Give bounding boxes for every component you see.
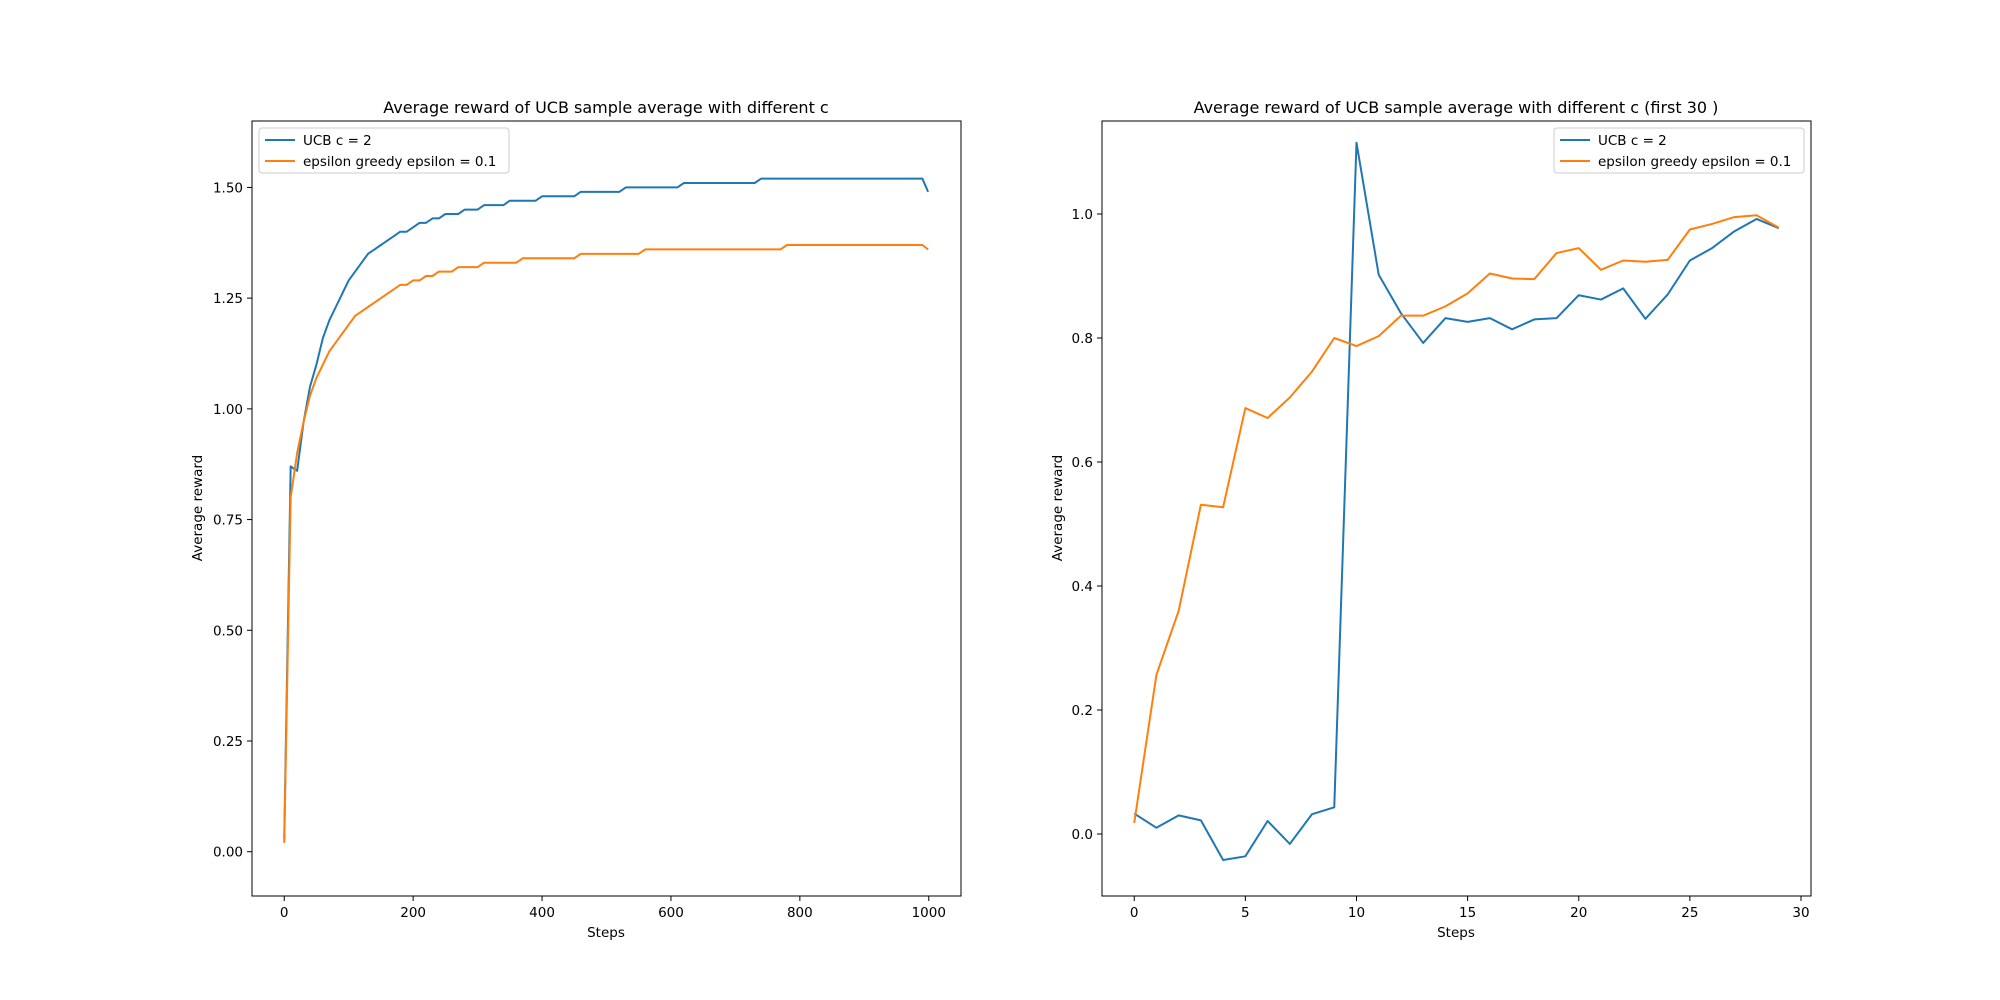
left-chart-y-tick-label: 1.00	[213, 402, 243, 418]
right-chart-y-tick-label: 0.6	[1072, 455, 1093, 471]
right-chart-series-line-epsilon	[1133, 214, 1780, 823]
right-chart-y-tick-label: 0.8	[1072, 331, 1093, 347]
right-chart-ticks: 0 5 10 15 20 25 30 0.0 0.2 0.4 0.6 0.8 1.0	[1072, 207, 1810, 921]
left-chart-x-axis-label: Steps	[587, 925, 625, 941]
right-chart-legend-box	[1553, 127, 1805, 174]
right-chart-y-axis-label: Average reward	[1050, 455, 1066, 561]
right-chart-frame	[1101, 120, 1812, 897]
right-chart-x-tick-label: 10	[1348, 905, 1365, 921]
right-chart-legend: UCB c = 2 epsilon greedy epsilon = 0.1	[1553, 127, 1805, 174]
left-chart-x-tick-label: 1000	[912, 905, 946, 921]
left-chart-y-tick-label: 0.50	[213, 623, 243, 639]
right-legend-label-epsilon: epsilon greedy epsilon = 0.1	[1598, 154, 1791, 170]
right-chart-y-tick-label: 0.2	[1072, 703, 1093, 719]
right-chart-series-line-ucb	[1133, 141, 1780, 862]
left-chart-x-tick-label: 800	[787, 905, 813, 921]
left-chart-y-axis-label: Average reward	[190, 455, 206, 561]
right-chart-x-axis-label: Steps	[1437, 925, 1475, 941]
right-chart-y-tick-label: 0.4	[1072, 579, 1093, 595]
left-chart-x-tick-label: 600	[658, 905, 684, 921]
left-chart-ticks: 0 200 400 600 800 1000 0.00 0.25 0.50 0.75 1.00 1.2…	[213, 180, 946, 921]
right-chart-x-tick-label: 30	[1792, 905, 1809, 921]
left-chart-legend: UCB c = 2 epsilon greedy epsilon = 0.1	[258, 127, 510, 174]
right-chart-title: Average reward of UCB sample average wit…	[1194, 98, 1719, 117]
left-chart: Average reward of UCB sample average wit…	[190, 98, 962, 941]
left-chart-series-line-ucb	[283, 177, 930, 839]
left-chart-y-tick-label: 0.25	[213, 734, 243, 750]
right-chart-lines	[1133, 141, 1780, 862]
right-chart-x-tick-label: 0	[1130, 905, 1139, 921]
left-legend-label-ucb: UCB c = 2	[303, 133, 372, 149]
left-chart-series-line-epsilon	[283, 244, 929, 843]
right-legend-label-ucb: UCB c = 2	[1598, 133, 1667, 149]
left-chart-y-tick-label: 1.25	[213, 291, 243, 307]
left-legend-label-epsilon: epsilon greedy epsilon = 0.1	[303, 154, 496, 170]
left-chart-frame	[251, 120, 962, 897]
right-chart-x-tick-label: 15	[1459, 905, 1476, 921]
left-chart-y-tick-label: 0.00	[213, 845, 243, 861]
right-chart-x-tick-label: 5	[1241, 905, 1250, 921]
left-chart-legend-box	[258, 127, 510, 174]
left-chart-y-tick-label: 1.50	[213, 180, 243, 196]
left-chart-x-tick-label: 400	[529, 905, 555, 921]
left-chart-lines	[283, 177, 930, 843]
left-chart-x-tick-label: 0	[280, 905, 289, 921]
left-chart-x-tick-label: 200	[400, 905, 426, 921]
right-chart-y-tick-label: 0.0	[1072, 827, 1093, 843]
right-chart-y-tick-label: 1.0	[1072, 207, 1093, 223]
right-chart-x-tick-label: 25	[1681, 905, 1698, 921]
left-chart-y-tick-label: 0.75	[213, 513, 243, 529]
right-chart: Average reward of UCB sample average wit…	[1050, 98, 1812, 941]
right-chart-x-tick-label: 20	[1570, 905, 1587, 921]
left-chart-title: Average reward of UCB sample average wit…	[383, 98, 828, 117]
